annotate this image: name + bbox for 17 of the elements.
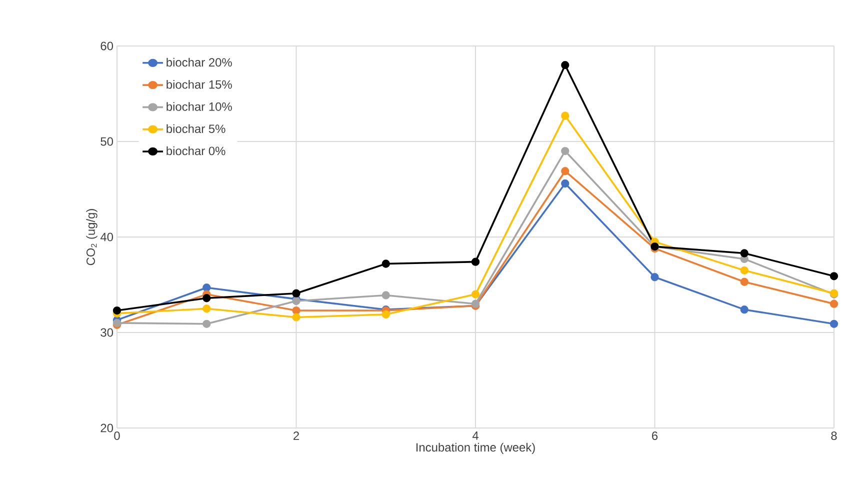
x-tick-label: 6 [652,432,658,440]
y-tick-label: 40 [100,232,114,242]
y-tick-label: 30 [100,328,114,337]
legend-label: biochar 10% [166,102,232,111]
legend-label: biochar 15% [166,80,232,89]
y-axis-title: CO$_{2}$ (ug/g) [86,209,98,266]
y-tick-label: 50 [100,137,114,146]
x-tick-label: 8 [831,432,837,440]
y-tick-label: 60 [100,42,114,50]
x-tick-label: 2 [294,432,299,440]
legend-label: biochar 5% [166,124,226,134]
x-tick-label: 0 [114,432,120,440]
y-tick-label: 20 [100,424,114,432]
x-axis-title: Incubation time (week) [416,442,535,454]
legend-label: biochar 0% [166,146,226,156]
legend-label: biochar 20% [166,58,232,67]
x-tick-label: 4 [472,432,478,440]
